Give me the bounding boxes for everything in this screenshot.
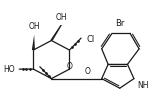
Polygon shape <box>32 35 35 50</box>
Text: OH: OH <box>28 22 40 31</box>
Text: O: O <box>66 62 72 71</box>
Text: OH: OH <box>55 13 67 22</box>
Text: Cl: Cl <box>86 35 95 44</box>
Text: O: O <box>85 67 91 76</box>
Text: HO: HO <box>3 65 14 74</box>
Text: Br: Br <box>115 19 124 28</box>
Text: NH: NH <box>137 81 149 90</box>
Polygon shape <box>50 25 62 41</box>
